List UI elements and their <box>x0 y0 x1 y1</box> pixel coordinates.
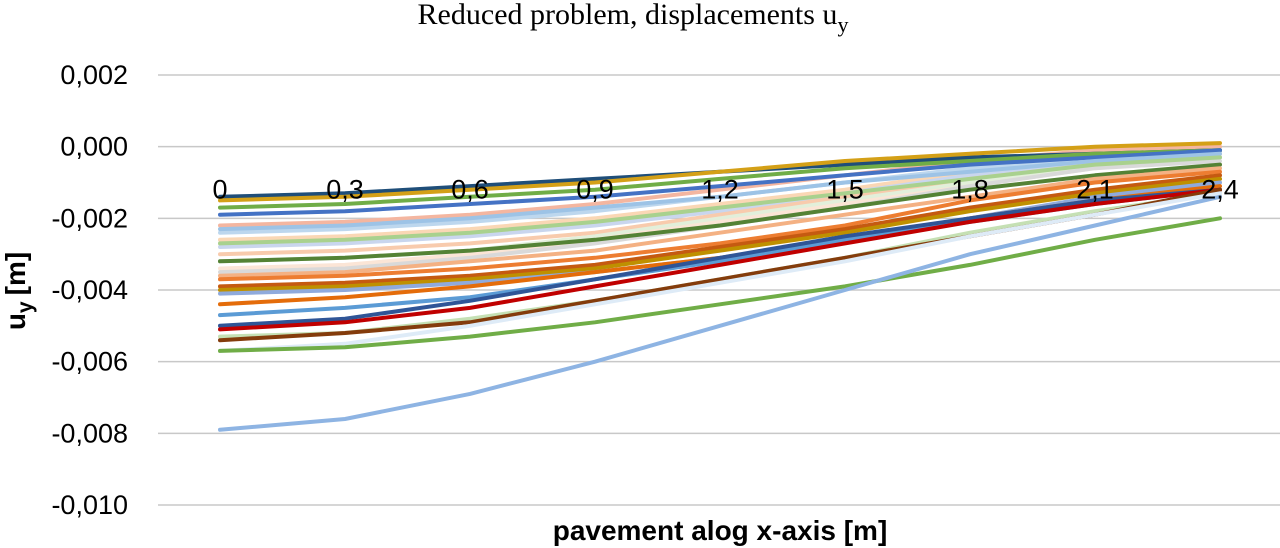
chart-title: Reduced problem, displacements uy <box>418 0 849 37</box>
y-tick-label: -0,006 <box>51 347 128 377</box>
y-axis-label: uy [m] <box>0 252 37 330</box>
x-tick-label: 2,1 <box>1076 175 1114 205</box>
x-tick-label: 0,3 <box>326 175 364 205</box>
y-tick-label: -0,004 <box>51 275 128 305</box>
series-line-27 <box>218 191 1222 353</box>
series-line-29 <box>218 194 1222 432</box>
series-line-19 <box>218 176 1222 292</box>
chart-title-subscript: y <box>837 12 848 37</box>
series-line-28 <box>218 216 1222 353</box>
y-tick-label: 0,000 <box>60 132 128 162</box>
x-tick-label: 1,2 <box>701 175 739 205</box>
x-axis-label: pavement alog x-axis [m] <box>553 515 888 546</box>
series-line-18 <box>218 173 1222 289</box>
x-tick-label: 0,9 <box>576 175 614 205</box>
y-tick-label: 0,002 <box>60 60 128 90</box>
x-tick-label: 0,6 <box>451 175 489 205</box>
x-tick-label: 1,5 <box>826 175 864 205</box>
series-line-12 <box>218 148 1222 217</box>
series-line-16 <box>218 166 1222 278</box>
x-axis-ticks: 0 0,3 0,6 0,9 1,2 1,5 1,8 2,1 2,4 <box>212 175 1238 205</box>
y-tick-label: -0,008 <box>51 418 128 448</box>
y-axis-ticks: 0,002 0,000 -0,002 -0,004 -0,006 -0,008 -0,010 <box>51 60 128 520</box>
y-tick-label: -0,010 <box>51 490 128 520</box>
chart-title-text: Reduced problem, displacements u <box>418 0 838 31</box>
series-lines <box>218 141 1222 432</box>
series-line-24 <box>218 187 1222 332</box>
y-tick-label: -0,002 <box>51 203 128 233</box>
series-line-10 <box>218 141 1222 203</box>
y-axis-label-subscript: y <box>14 301 37 313</box>
series-line-17 <box>218 169 1222 282</box>
series-line-11 <box>218 148 1222 210</box>
x-tick-label: 1,8 <box>951 175 989 205</box>
series-line-13 <box>218 151 1222 232</box>
series-line-15 <box>218 162 1222 264</box>
series-line-14 <box>218 155 1222 246</box>
y-axis-label-text: u <box>0 313 31 330</box>
x-tick-label: 2,4 <box>1201 175 1239 205</box>
y-axis-label-unit: [m] <box>0 252 31 296</box>
x-tick-label: 0 <box>212 175 227 205</box>
series-line-23 <box>218 187 1222 328</box>
